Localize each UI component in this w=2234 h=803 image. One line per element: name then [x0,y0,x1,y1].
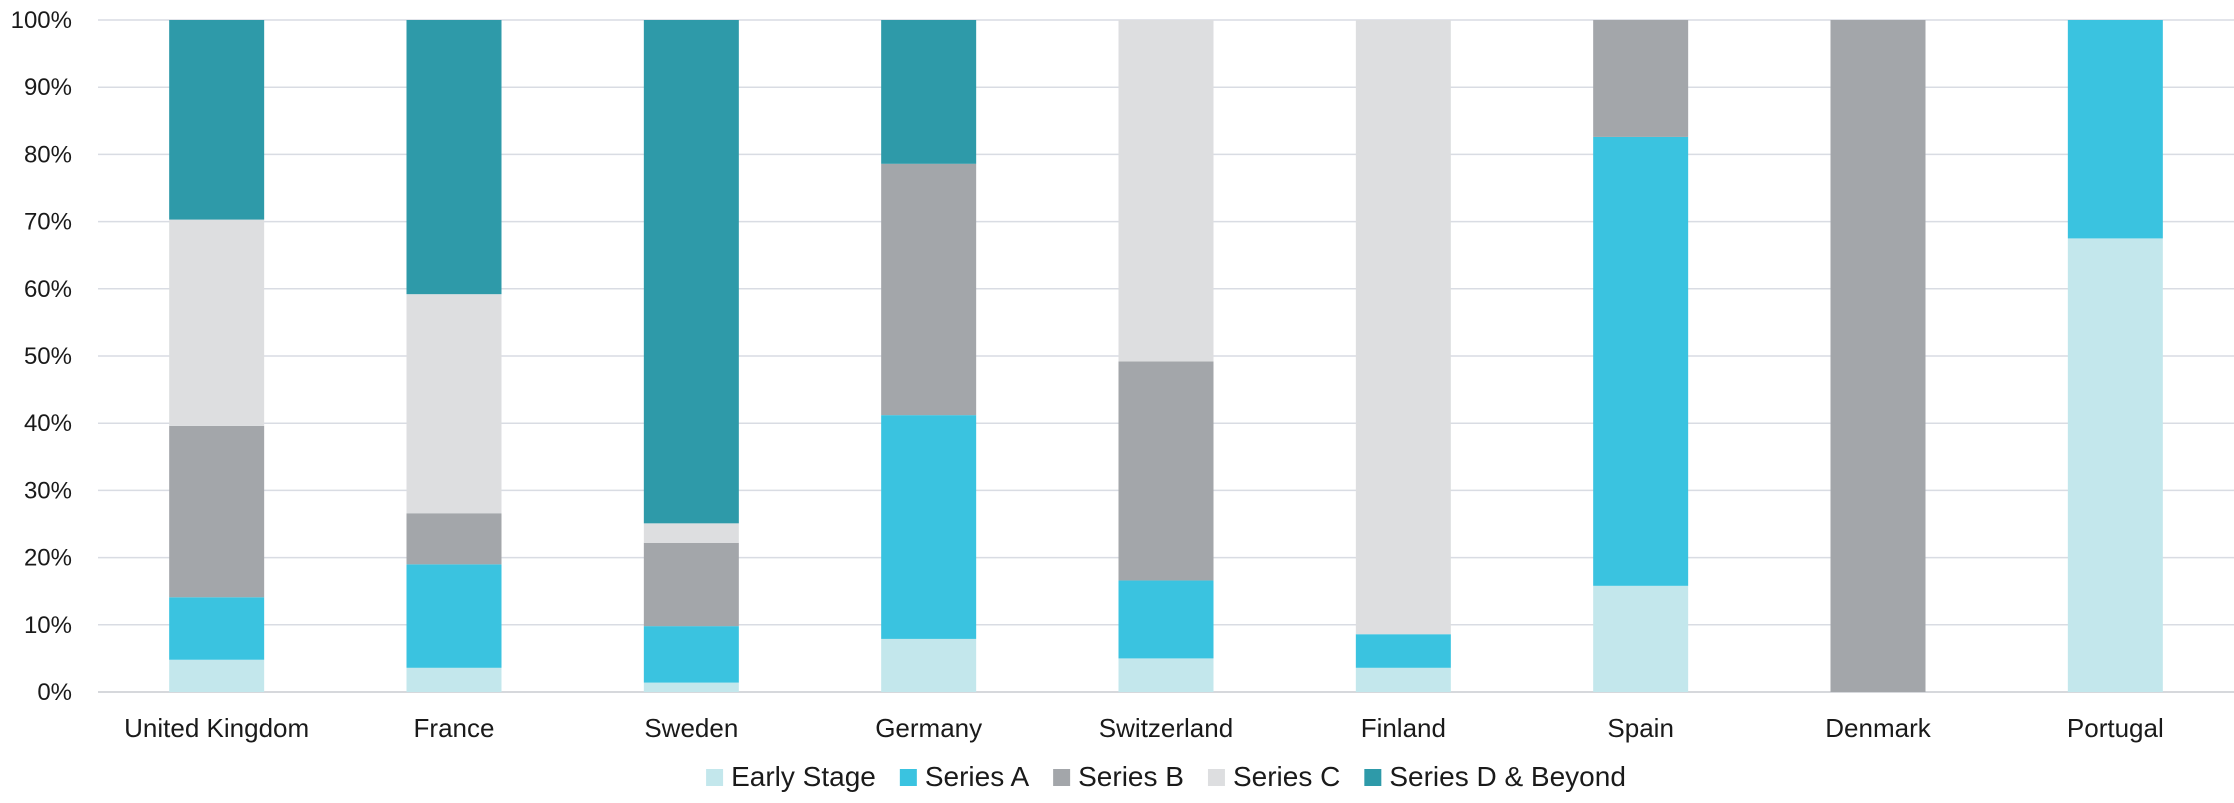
x-category-label: Switzerland [1099,713,1233,743]
bar-segment [881,20,977,164]
bar-segment [406,564,502,668]
y-tick-label: 60% [24,276,72,303]
bars [169,20,2163,692]
bar-segment [2067,20,2163,239]
legend-label: Series A [925,761,1030,792]
x-category-label: United Kingdom [124,713,309,743]
bar-segment [406,294,502,514]
bar-segment [1355,634,1451,668]
x-category-label: France [414,713,495,743]
legend-item: Series C [1207,761,1340,792]
bar-segment [881,163,977,416]
bar-segment [643,20,739,524]
y-tick-label: 30% [24,477,72,504]
x-axis-categories: United Kingdom France Sweden Germany Switzer… [124,713,2164,743]
legend-swatch [1364,769,1382,786]
x-category-label: Finland [1361,713,1446,743]
y-tick-label: 10% [24,612,72,639]
legend-label: Series B [1078,761,1184,792]
bar-segment [169,659,265,692]
legend-swatch [1053,769,1071,786]
bar-segment [643,542,739,627]
y-tick-label: 70% [24,209,72,236]
bar-segment [881,638,977,692]
legend-label: Series C [1233,761,1340,792]
x-category-label: Germany [875,713,982,743]
bar-segment [1118,361,1214,581]
legend-item: Early Stage [706,761,876,792]
x-category-label: Portugal [2067,713,2164,743]
bar-segment [643,626,739,683]
bar-segment [1593,585,1689,692]
bar-segment [1355,667,1451,692]
bar-segment [643,682,739,692]
legend-swatch [706,769,724,786]
bar-segment [881,415,977,639]
bar-segment [169,425,265,598]
legend-swatch [899,769,917,786]
x-category-label: Sweden [644,713,738,743]
bar-segment [643,523,739,543]
legend-label: Series D & Beyond [1389,761,1626,792]
bar-segment [1118,658,1214,692]
legend-item: Series A [899,761,1030,792]
bar-segment [1118,580,1214,659]
bar-segment [169,219,265,426]
legend-item: Series B [1053,761,1184,792]
y-tick-label: 20% [24,545,72,572]
y-tick-label: 40% [24,410,72,437]
bar-segment [406,513,502,565]
y-tick-label: 50% [24,343,72,370]
x-category-label: Denmark [1825,713,1931,743]
bar-segment [2067,238,2163,692]
legend-item: Series D & Beyond [1364,761,1626,792]
y-tick-label: 90% [24,74,72,101]
legend-label: Early Stage [731,761,876,792]
bar-segment [169,597,265,660]
y-axis-ticks: 0% 10% 20% 30% 40% 50% 60% 70% 80% 90% 100% [11,7,72,706]
y-tick-label: 0% [37,679,72,706]
bar-segment [169,20,265,220]
bar-segment [406,20,502,295]
bar-segment [1118,20,1214,362]
x-category-label: Spain [1607,713,1674,743]
bar-segment [1355,20,1451,635]
bar-segment [406,667,502,692]
bar-segment [1830,20,1926,692]
legend: Early Stage Series A Series B Series C Serie… [706,761,1626,792]
y-tick-label: 100% [11,7,72,34]
legend-swatch [1207,769,1225,786]
bar-segment [1593,20,1689,137]
y-tick-label: 80% [24,141,72,168]
bar-segment [1593,136,1689,586]
